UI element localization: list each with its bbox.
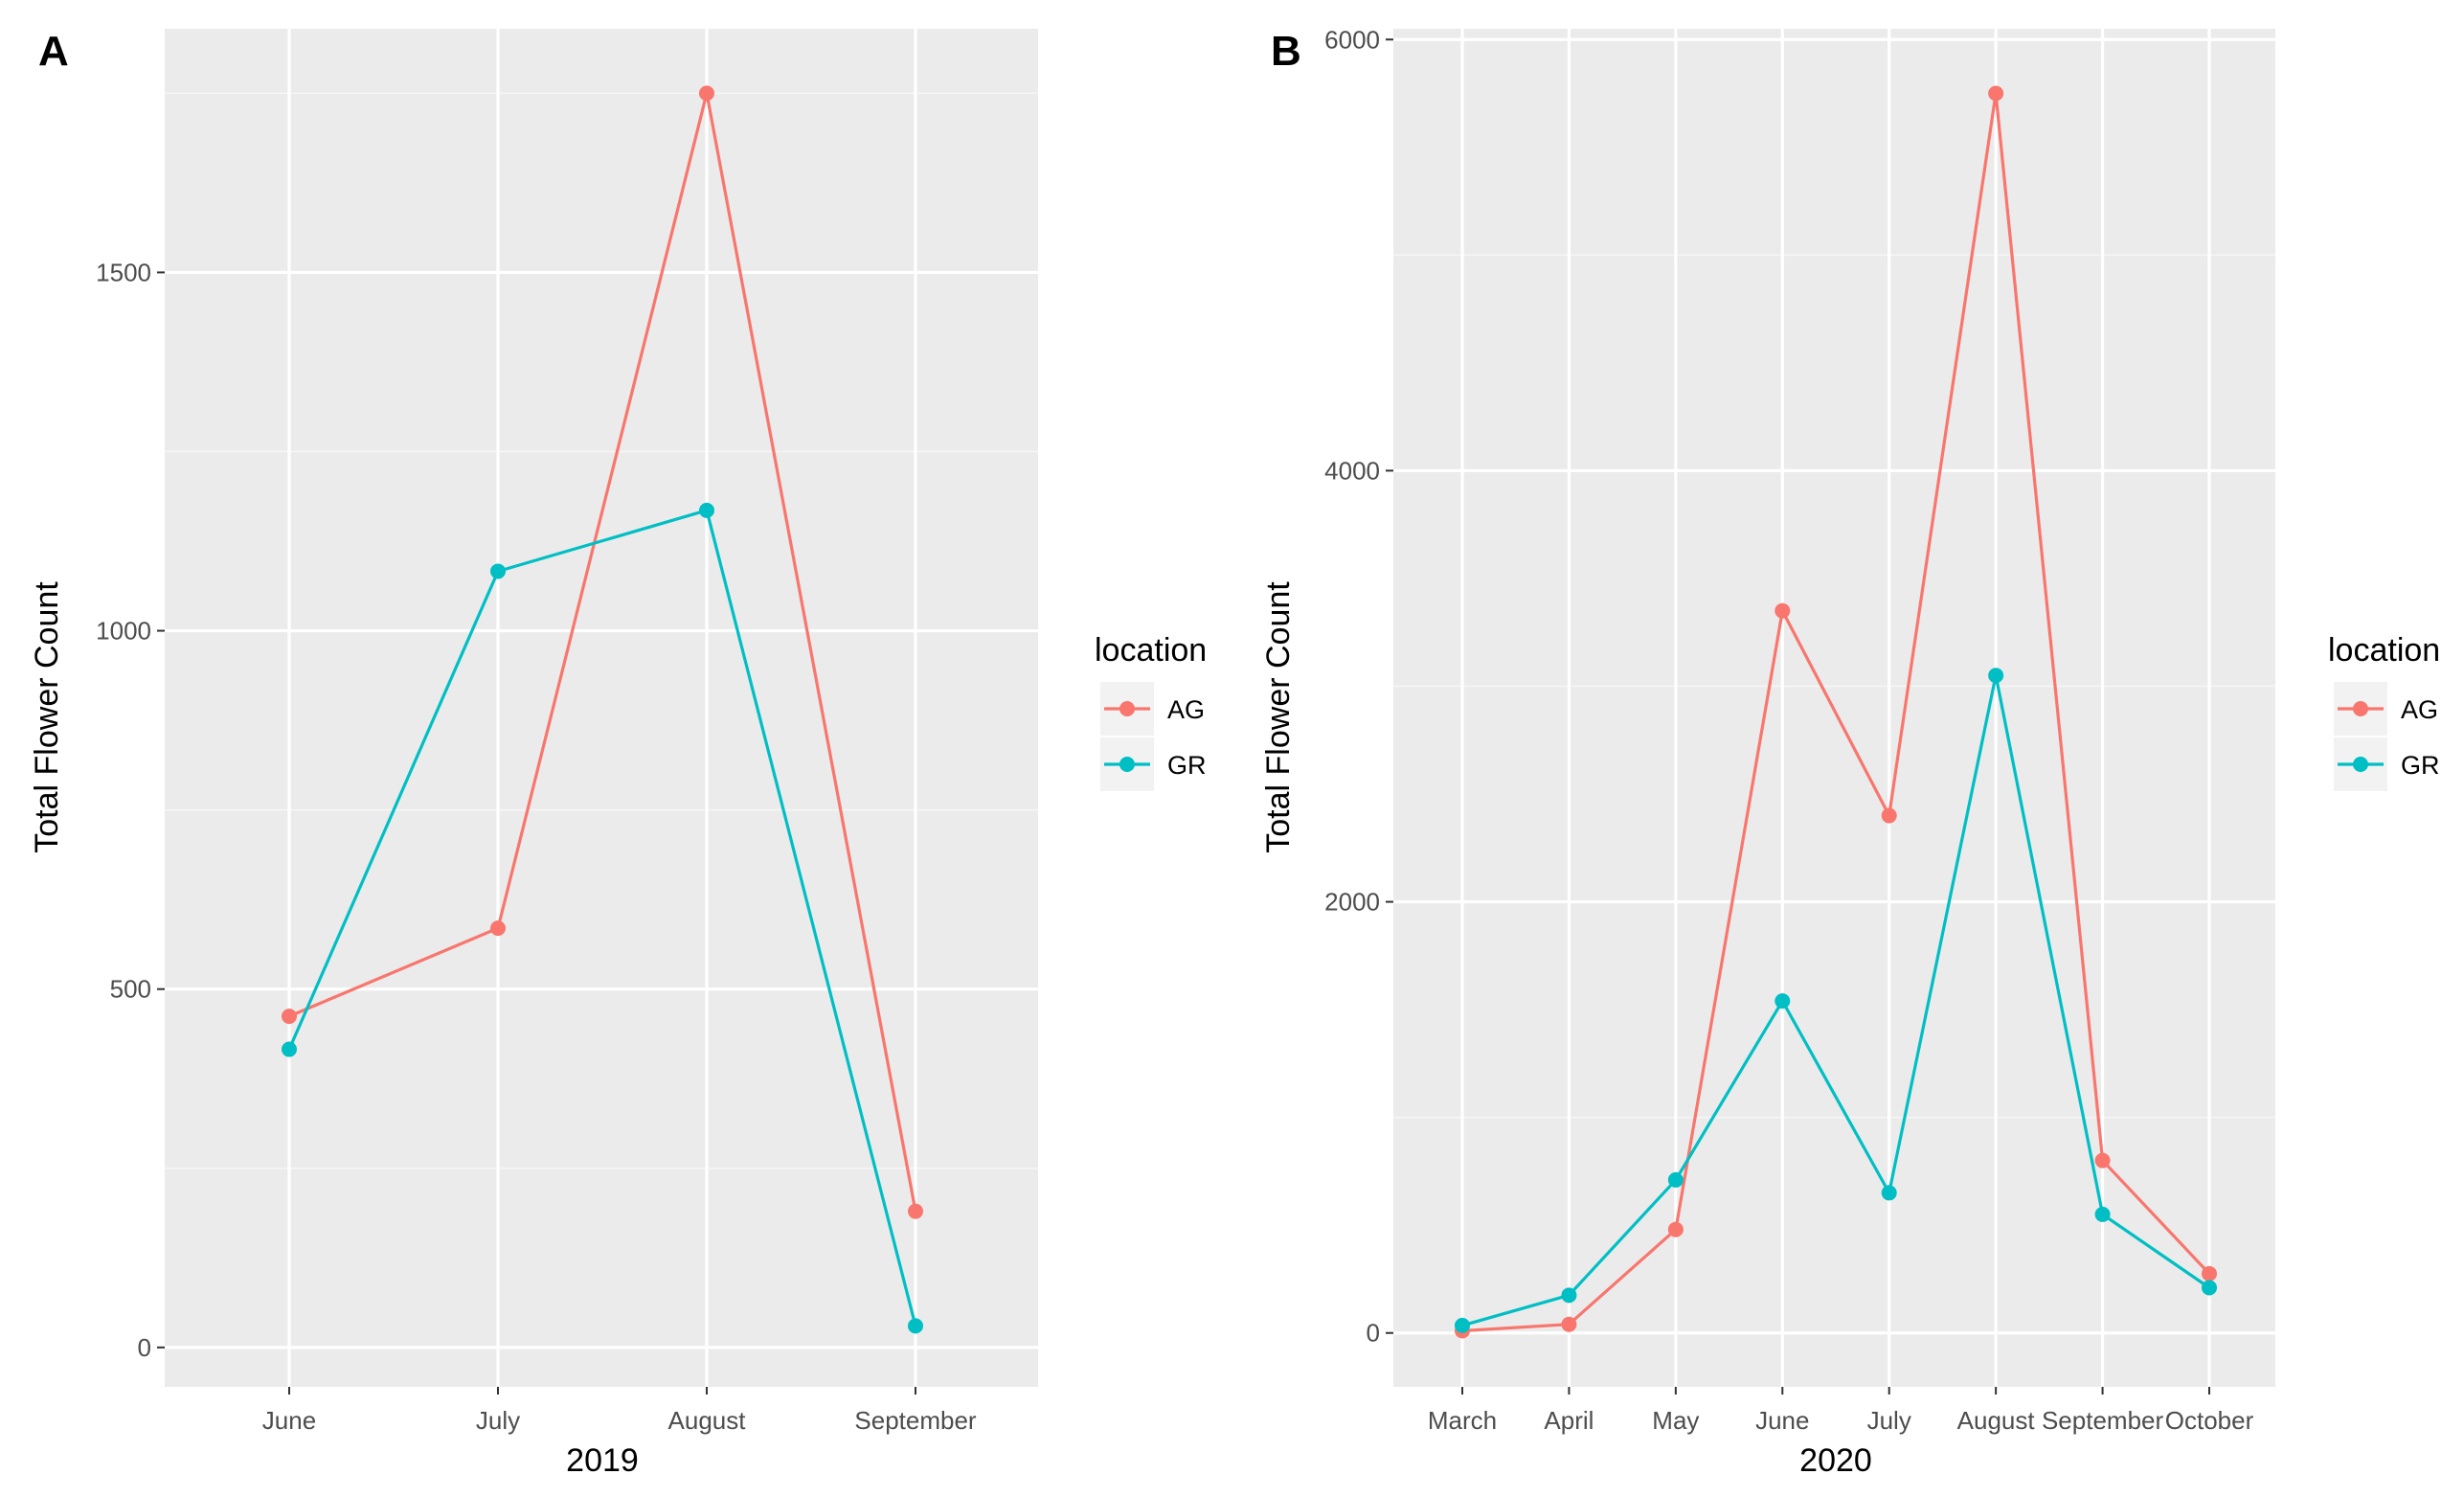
data-point-ag-september [908,1203,923,1219]
legend: location AG GR [2328,632,2440,791]
legend-title: location [1095,632,1207,669]
legend: location AG GR [1095,632,1207,791]
data-point-gr-april [1561,1287,1577,1304]
legend-label-ag: AG [2401,695,2438,724]
legend-key-point-ag [1119,701,1135,716]
legend-key-point-gr [1119,757,1135,772]
x-tick-label-june: June [1755,1406,1809,1435]
data-point-ag-june [1775,602,1791,619]
y-tick-label: 0 [138,1333,151,1362]
legend-label-ag: AG [1167,695,1205,724]
y-tick-label: 4000 [1324,456,1380,485]
y-tick-label: 500 [110,975,151,1004]
legend-label-gr: GR [1167,751,1207,780]
plot-background [165,29,1038,1387]
data-point-ag-july [490,920,506,937]
data-point-gr-october [2202,1280,2217,1296]
legend-title: location [2328,632,2440,669]
data-point-gr-august [1988,668,2004,684]
data-point-ag-october [2202,1265,2217,1282]
x-tick-label-september: September [854,1406,977,1435]
x-tick-label-august: August [668,1406,747,1435]
data-point-gr-june [1775,993,1791,1009]
legend-label-gr: GR [2401,751,2440,780]
data-point-ag-june [282,1009,297,1025]
data-point-gr-june [282,1041,297,1057]
y-tick-label: 2000 [1324,888,1380,917]
y-tick-label: 1000 [96,617,151,646]
y-tick-label: 6000 [1324,25,1380,54]
panel-b: 0 2000 4000 6000 March April May June July August… [1260,25,2440,1479]
legend-key-point-gr [2353,757,2368,772]
x-tick-label-june: June [262,1406,316,1435]
x-tick-label-july: July [1867,1406,1911,1435]
y-axis-title: Total Flower Count [29,581,65,853]
x-tick-label-may: May [1652,1406,1699,1435]
y-tick-label: 0 [1367,1319,1380,1348]
x-tick-label-april: April [1544,1406,1594,1435]
panel-label: A [38,28,69,75]
data-point-ag-july [1881,807,1897,824]
legend-key-point-ag [2353,701,2368,716]
x-tick-label-august: August [1957,1406,2036,1435]
data-point-ag-august [1988,85,2004,102]
data-point-gr-july [490,563,506,579]
x-tick-label-october: October [2165,1406,2254,1435]
x-tick-label-september: September [2042,1406,2164,1435]
data-point-gr-july [1881,1185,1897,1201]
x-axis-title: 2019 [566,1442,639,1479]
series-line-gr [287,509,917,1327]
series-line-gr [1461,673,2210,1327]
panel-label: B [1271,28,1301,75]
x-tick-label-march: March [1428,1406,1497,1435]
data-point-ag-may [1667,1221,1684,1237]
data-point-ag-april [1561,1316,1577,1332]
data-point-gr-may [1667,1171,1684,1188]
data-point-gr-september [908,1318,923,1334]
data-point-ag-august [699,85,714,102]
y-axis-title: Total Flower Count [1260,581,1297,853]
data-point-gr-march [1455,1317,1470,1333]
series-line-ag [1461,91,2211,1333]
x-tick-label-july: July [476,1406,520,1435]
y-tick-label: 1500 [96,258,151,286]
x-axis-title: 2020 [1799,1442,1872,1479]
data-point-gr-august [699,502,714,518]
data-point-ag-september [2094,1152,2111,1168]
series-line-ag [288,91,917,1212]
panel-a: 0 500 1000 1500 June July August September A 2019… [29,28,1207,1479]
data-point-gr-september [2094,1206,2111,1222]
